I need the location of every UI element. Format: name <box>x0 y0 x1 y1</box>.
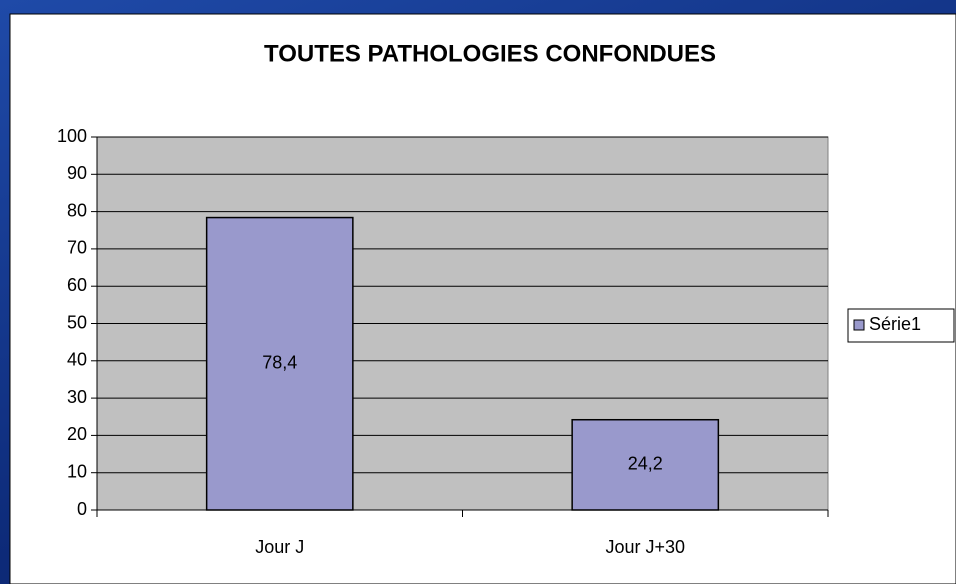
data-label: 24,2 <box>628 454 663 474</box>
y-tick-label: 100 <box>57 126 87 146</box>
y-tick-label: 40 <box>67 350 87 370</box>
data-label: 78,4 <box>262 353 297 373</box>
y-tick-label: 60 <box>67 275 87 295</box>
y-tick-label: 50 <box>67 312 87 332</box>
y-tick-label: 80 <box>67 200 87 220</box>
y-tick-label: 90 <box>67 163 87 183</box>
legend-swatch <box>853 319 865 331</box>
legend-box <box>847 308 955 343</box>
y-tick-label: 30 <box>67 387 87 407</box>
y-tick-label: 70 <box>67 238 87 258</box>
y-tick-label: 0 <box>77 499 87 519</box>
bar <box>571 418 720 511</box>
x-tick-label: Jour J <box>255 537 304 557</box>
chart-title: TOUTES PATHOLOGIES CONFONDUES <box>264 40 716 67</box>
x-tick-label: Jour J+30 <box>605 537 685 557</box>
y-tick-label: 20 <box>67 424 87 444</box>
legend-label: Série1 <box>869 314 921 334</box>
bar <box>205 216 354 511</box>
y-tick-label: 10 <box>67 461 87 481</box>
